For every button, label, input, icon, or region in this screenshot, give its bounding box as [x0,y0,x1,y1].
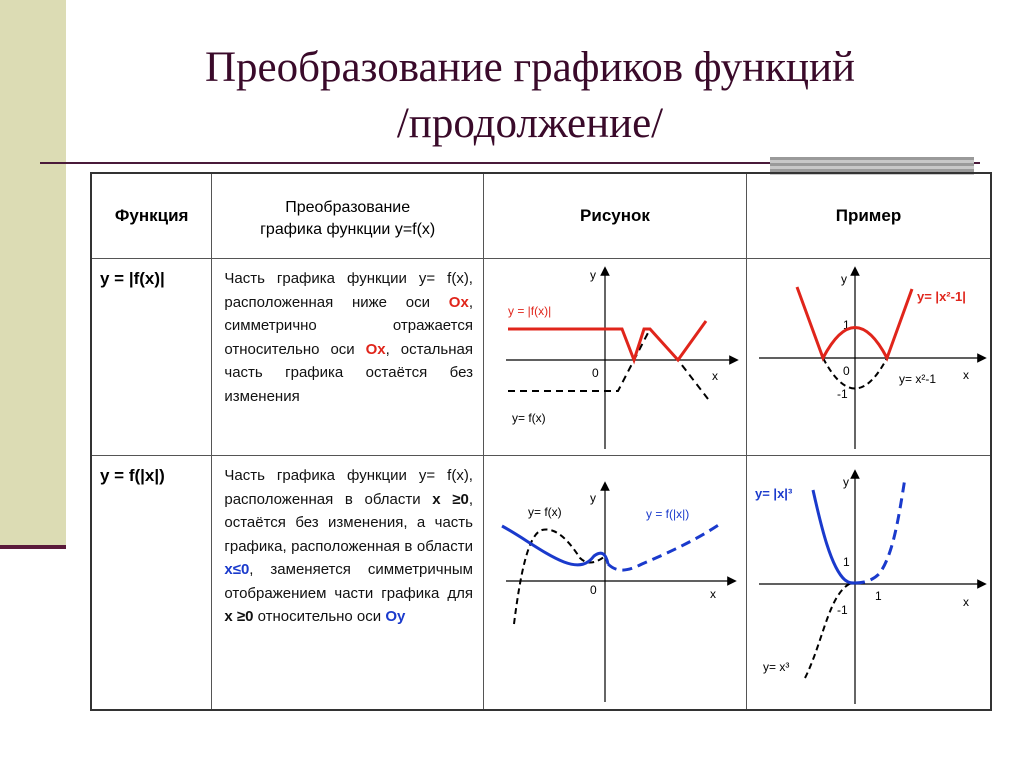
table-header-row: Функция Преобразование графика функции y… [90,172,992,259]
title-rule [40,162,980,164]
x-axis-label: x [963,368,969,382]
y-axis-label: y [590,268,596,282]
row-2-description: Часть графика функции y= f(x), расположе… [211,455,484,711]
transformed-curve [854,477,907,585]
x-axis-label: x [712,369,718,383]
origin-label: 0 [843,364,850,378]
row-1-desc-text-3: , остальная часть графика остаётся без и… [224,340,473,405]
y-axis-label: y [843,475,849,489]
transformed-curve [795,286,914,362]
transform-table: Функция Преобразование графика функции y… [90,172,992,711]
table-row: y = |f(x)| Часть графика функции y= f(x)… [90,258,992,456]
original-label: y= x³ [763,660,789,674]
title-rule-accent [770,157,974,175]
row-1-desc-text-2: , симметрично отражается относительно ос… [224,293,473,358]
transformed-label: y = |f(x)| [508,304,551,318]
row-1-desc-keyword-ox-2: Ox [365,340,386,358]
row-1-desc-text-1: Часть графика функции y= f(x), расположе… [224,270,473,311]
row-2-function: y = f(|x|) [90,455,213,711]
header-example: Пример [745,172,992,259]
row-2-desc-text-2: , остаётся без изменения, а часть график… [224,490,473,555]
x-axis-label: x [710,587,716,601]
original-curve [507,327,709,400]
row-1-example: y x 0 1 -1 y= |x²-1| y= x²-1 [745,258,992,456]
header-function: Функция [90,172,213,259]
row-2-desc-keyword-1: x ≥0 [432,490,469,508]
row-1-desc-keyword-ox: Ox [448,293,469,311]
header-transform-line-1: Преобразование [285,199,411,216]
one-y-label: 1 [843,555,850,569]
row-2-example: y x 1 1 -1 y= |x|³ y= x³ [745,455,992,711]
transformed-curve [507,320,708,365]
transformed-label: y= |x|³ [755,486,793,501]
row-2-desc-keyword-3: x ≥0 [224,608,254,625]
row-1-description: Часть графика функции y= f(x), расположе… [211,258,484,456]
row-1-example-graph: y x 0 1 -1 y= |x²-1| y= x²-1 [758,266,987,449]
original-curve [822,357,888,390]
page-title: Преобразование графиков функций /продолж… [90,40,970,152]
row-1-figure-graph: y x 0 y = |f(x)| y= f(x) [505,266,739,449]
row-2-desc-text-1: Часть графика функции y= f(x), расположе… [224,467,473,508]
origin-label: 0 [592,366,599,380]
header-transform-line-2: графика функции y=f(x) [260,221,436,238]
row-2-figure: y x 0 y= f(x) y = f(|x|) [482,455,747,711]
title-line-1: Преобразование графиков функций [204,44,856,91]
original-curve [512,528,606,625]
row-2-desc-text-4: относительно оси [253,608,386,625]
row-2-desc-text-3: , заменяется симметричным отображением ч… [224,561,473,602]
left-curve [501,524,610,567]
transformed-label: y = f(|x|) [646,507,689,521]
x-axis-label: x [963,595,969,609]
minus-one-label: -1 [837,387,848,401]
header-transform: Преобразование графика функции y=f(x) [211,172,484,259]
origin-label: 0 [590,583,597,597]
header-figure: Рисунок [482,172,747,259]
original-curve [804,582,855,679]
one-label: 1 [843,318,850,332]
transformed-label: y= |x²-1| [917,289,966,304]
one-x-label: 1 [875,589,882,603]
original-label: y= f(x) [528,505,562,519]
row-1-figure: y x 0 y = |f(x)| y= f(x) [482,258,747,456]
original-label: y= x²-1 [899,372,936,386]
decor-side-bar [0,0,66,548]
table-row: y = f(|x|) Часть графика функции y= f(x)… [90,455,992,711]
row-2-desc-keyword-2: x≤0 [224,561,250,578]
row-2-desc-keyword-oy: Oy [385,608,406,625]
row-2-example-graph: y x 1 1 -1 y= |x|³ y= x³ [755,469,987,704]
original-label: y= f(x) [512,411,546,425]
row-2-figure-graph: y x 0 y= f(x) y = f(|x|) [501,481,737,702]
transformed-curve [606,522,721,572]
row-1-function: y = |f(x)| [90,258,213,456]
y-axis-label: y [841,272,847,286]
title-line-2: /продолжение/ [396,100,664,147]
minus-one-label: -1 [837,603,848,617]
decor-side-line [0,545,66,549]
y-axis-label: y [590,491,596,505]
left-curve [811,489,855,585]
